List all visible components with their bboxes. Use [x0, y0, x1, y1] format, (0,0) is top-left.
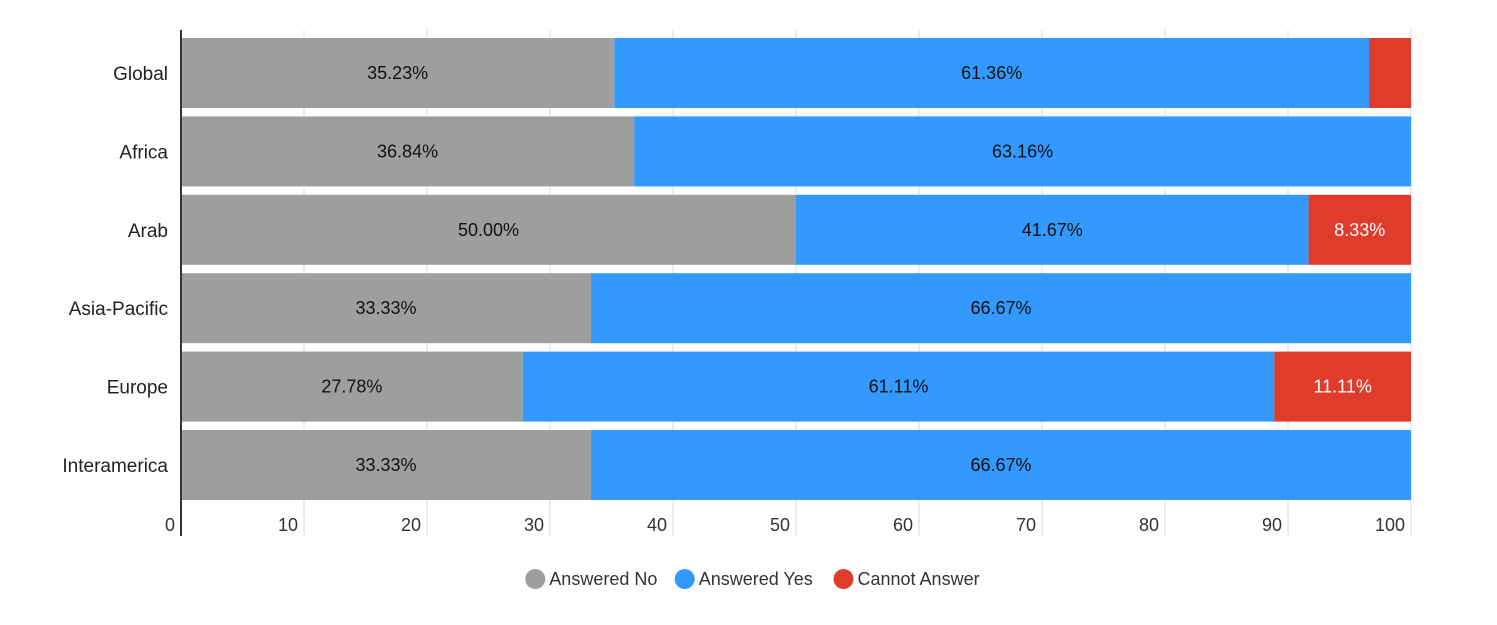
legend-swatch: [525, 569, 546, 589]
x-tick-label: 10: [278, 515, 298, 535]
legend-label: Answered No: [549, 569, 657, 589]
data-label: 41.67%: [1022, 220, 1083, 240]
bar-segment-answered-no: [181, 351, 523, 422]
x-tick-label: 40: [647, 515, 667, 535]
category-label: Africa: [119, 142, 168, 163]
bars: [181, 38, 1411, 500]
bar-segment-cannot-answer: [1274, 351, 1411, 422]
bar-segment-answered-yes: [634, 116, 1411, 187]
data-label: 36.84%: [377, 141, 438, 161]
data-label: 33.33%: [355, 455, 416, 475]
data-label: 35.23%: [367, 63, 428, 83]
bar-segment-answered-no: [181, 116, 635, 187]
data-label: 61.36%: [961, 63, 1022, 83]
data-labels: 35.23% 61.36% 36.84% 63.16% 50.00% 41.67% 8.33…: [321, 63, 1385, 475]
bar-segment-answered-yes: [590, 273, 1411, 344]
x-tick-label: 90: [1262, 515, 1282, 535]
bar-segment-answered-yes: [522, 351, 1275, 422]
bar-segment-answered-yes: [590, 430, 1411, 500]
data-label: 8.33%: [1334, 220, 1385, 240]
x-tick-label: 20: [401, 515, 421, 535]
legend-item-answered-no: Answered No: [525, 569, 657, 589]
data-label: 63.16%: [992, 141, 1053, 161]
legend: Answered No Answered Yes Cannot Answer: [525, 569, 980, 589]
data-label: 33.33%: [355, 298, 416, 318]
x-tick-label: 50: [770, 515, 790, 535]
data-label: 50.00%: [458, 220, 519, 240]
bar-segment-cannot-answer: [1308, 194, 1411, 265]
axes: 0 10 20 30 40 50 60 70 80 90 100 Global Africa Arab As…: [62, 30, 1405, 536]
legend-item-cannot-answer: Cannot Answer: [833, 569, 980, 589]
bar-segment-answered-no: [181, 194, 796, 265]
category-label: Interamerica: [62, 456, 168, 477]
legend-swatch: [674, 569, 695, 589]
bar-segment-answered-yes: [614, 38, 1370, 108]
data-label: 61.11%: [869, 377, 929, 397]
data-label: 27.78%: [321, 377, 382, 397]
category-label: Europe: [107, 378, 168, 399]
x-tick-label: 0: [165, 515, 175, 535]
bar-segment-answered-no: [181, 38, 615, 108]
bar-segment-answered-yes: [796, 194, 1309, 265]
bar-segment-cannot-answer: [1369, 38, 1411, 108]
data-label: 66.67%: [970, 455, 1031, 475]
bar-segment-answered-no: [181, 430, 591, 500]
legend-swatch: [833, 569, 854, 589]
bar-segment-answered-no: [181, 273, 591, 344]
data-label: 11.11%: [1313, 377, 1371, 397]
legend-label: Cannot Answer: [858, 569, 980, 589]
x-tick-label: 60: [893, 515, 913, 535]
x-tick-label: 100: [1375, 515, 1405, 535]
data-label: 66.67%: [970, 298, 1031, 318]
x-tick-label: 70: [1016, 515, 1036, 535]
x-tick-label: 30: [524, 515, 544, 535]
category-label: Global: [113, 64, 168, 85]
category-label: Asia-Pacific: [69, 299, 168, 320]
legend-label: Answered Yes: [699, 569, 813, 589]
category-label: Arab: [128, 221, 168, 242]
legend-item-answered-yes: Answered Yes: [674, 569, 813, 589]
x-tick-label: 80: [1139, 515, 1159, 535]
